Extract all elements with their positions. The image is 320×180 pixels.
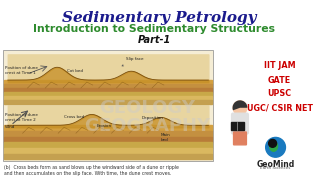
Bar xyxy=(4,80,212,84)
Bar xyxy=(4,148,212,154)
FancyBboxPatch shape xyxy=(234,132,246,145)
Bar xyxy=(4,84,212,88)
Text: GEOLOGY: GEOLOGY xyxy=(99,99,195,117)
Text: Position of dune
crest at Time 1: Position of dune crest at Time 1 xyxy=(5,66,38,75)
Circle shape xyxy=(233,101,247,115)
Text: Part-1: Part-1 xyxy=(137,35,171,45)
Text: GeoMind: GeoMind xyxy=(256,160,295,169)
Bar xyxy=(231,122,244,130)
Text: Cot bed: Cot bed xyxy=(67,69,83,73)
Bar xyxy=(4,142,212,148)
Text: Slip face: Slip face xyxy=(122,57,144,66)
Text: Main
bed: Main bed xyxy=(161,133,171,142)
Bar xyxy=(4,88,212,92)
Wedge shape xyxy=(233,100,247,110)
Text: (b)  Cross beds form as sand blows up the windward side of a dune or ripple
and : (b) Cross beds form as sand blows up the… xyxy=(4,165,179,176)
Text: Sedimentary Petrology: Sedimentary Petrology xyxy=(62,11,256,25)
Bar xyxy=(4,96,212,100)
Bar xyxy=(4,100,212,104)
Bar xyxy=(4,137,212,142)
Text: GEOGRAPHY: GEOGRAPHY xyxy=(84,117,210,135)
FancyBboxPatch shape xyxy=(232,113,248,134)
Text: Deposition: Deposition xyxy=(141,116,163,120)
Bar xyxy=(4,154,212,159)
Text: UGC/ CSIR NET: UGC/ CSIR NET xyxy=(246,103,313,112)
Text: Earth Sciences: Earth Sciences xyxy=(260,166,291,170)
Bar xyxy=(4,92,212,96)
Text: Erosion: Erosion xyxy=(97,124,112,128)
Text: Cross bed: Cross bed xyxy=(64,115,84,119)
Text: Introduction to Sedimentary Structures: Introduction to Sedimentary Structures xyxy=(33,24,275,34)
Text: UPSC: UPSC xyxy=(268,89,292,98)
Bar xyxy=(4,125,212,131)
Bar xyxy=(3,50,213,161)
Text: GATE: GATE xyxy=(268,76,291,85)
Text: Wind: Wind xyxy=(5,125,15,129)
Circle shape xyxy=(269,139,276,147)
Ellipse shape xyxy=(270,141,277,151)
Text: IIT JAM: IIT JAM xyxy=(264,61,295,70)
Bar xyxy=(4,131,212,137)
Circle shape xyxy=(266,137,285,157)
Text: Position of dune
crest at Time 2: Position of dune crest at Time 2 xyxy=(5,113,38,122)
